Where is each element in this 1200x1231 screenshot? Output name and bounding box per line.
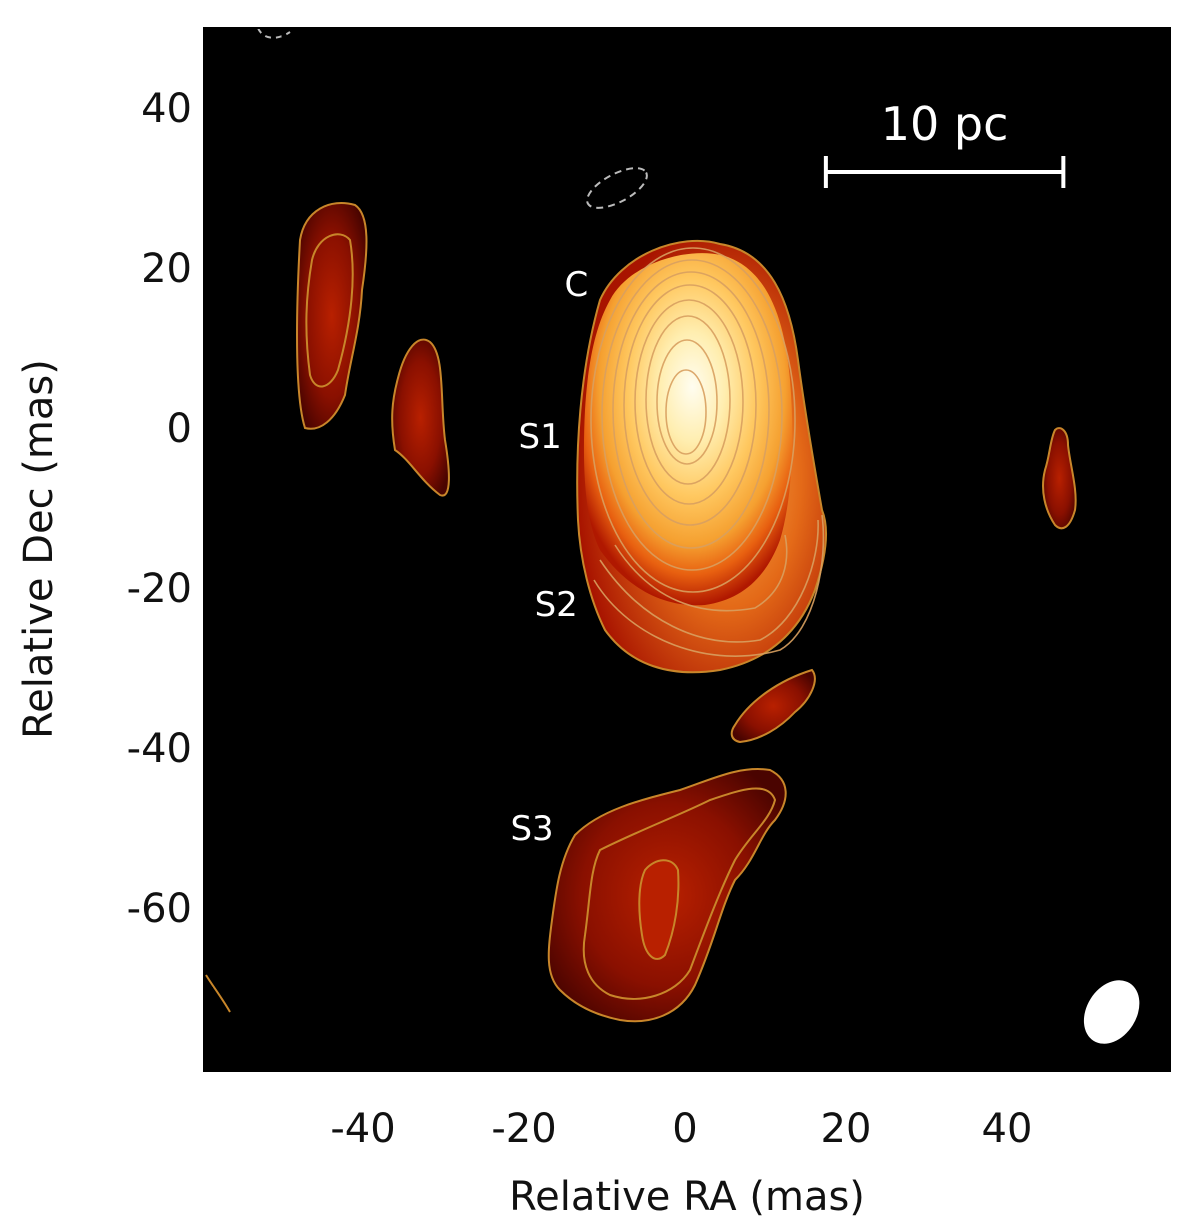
lobe-ne-contour (305, 233, 354, 388)
scale-bar: 10 pc (823, 97, 1066, 188)
lobe-s3-inner (638, 859, 680, 960)
x-tick-label: 0 (672, 1106, 697, 1152)
core-contours (590, 247, 825, 657)
x-tick-label: -20 (491, 1106, 556, 1152)
lobe-west-small (1042, 427, 1077, 530)
edge-contour (205, 974, 231, 1013)
lobe-s3-contour (582, 787, 777, 1000)
y-axis-label: Relative Dec (mas) (16, 359, 62, 739)
negative-contour-edge (257, 27, 291, 39)
component-labels: C S1 S2 S3 (510, 265, 588, 849)
y-tick-label: 0 (167, 406, 192, 452)
x-tick-label: -40 (330, 1106, 395, 1152)
y-axis-tick-labels: 40 20 0 -20 -40 -60 (127, 86, 192, 932)
plot-frame (203, 27, 1171, 1072)
y-tick-label: -60 (127, 886, 192, 932)
y-tick-label: 40 (141, 86, 192, 132)
y-tick-label: -40 (127, 726, 192, 772)
x-tick-label: 20 (821, 1106, 872, 1152)
blob-s2b (730, 668, 816, 744)
x-axis-ticks (217, 28, 1153, 1071)
component-label-s2: S2 (535, 585, 578, 625)
beam-ellipse (1083, 980, 1140, 1044)
core-bright (583, 253, 793, 606)
lobe-ne-small (391, 338, 450, 497)
x-tick-label: 40 (982, 1106, 1033, 1152)
scale-bar-label: 10 pc (881, 97, 1009, 151)
component-label-s3: S3 (510, 809, 553, 849)
y-axis-ticks (204, 59, 1170, 1053)
y-tick-label: -20 (127, 566, 192, 612)
radio-emission (205, 27, 1077, 1023)
component-label-s1: S1 (518, 417, 561, 457)
y-tick-label: 20 (141, 246, 192, 292)
lobe-ne (296, 202, 368, 430)
x-axis-label: Relative RA (mas) (509, 1174, 865, 1220)
component-label-c: C (564, 265, 588, 305)
x-axis-tick-labels: -40 -20 0 20 40 (330, 1106, 1032, 1152)
